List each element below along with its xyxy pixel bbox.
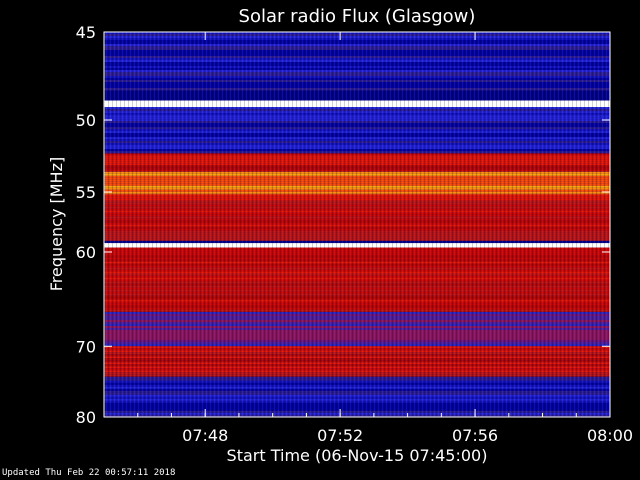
y-tick-label: 50 xyxy=(76,111,96,130)
chart-title: Solar radio Flux (Glasgow) xyxy=(239,6,476,27)
x-tick-label: 07:56 xyxy=(452,426,498,445)
y-tick-label: 45 xyxy=(76,23,96,42)
x-tick-label: 07:52 xyxy=(317,426,363,445)
y-tick-label: 55 xyxy=(76,183,96,202)
y-tick-label: 70 xyxy=(76,337,96,356)
x-axis: 07:48 07:52 07:56 08:00 xyxy=(103,32,633,445)
plot-frame xyxy=(103,31,611,418)
x-tick-label: 07:48 xyxy=(182,426,228,445)
y-tick-label: 60 xyxy=(76,243,96,262)
y-axis-label: Frequency [MHz] xyxy=(47,157,66,291)
noise-overlay xyxy=(104,32,610,417)
plot-area xyxy=(104,32,610,417)
y-tick-label: 80 xyxy=(76,408,96,427)
update-timestamp: Updated Thu Feb 22 00:57:11 2018 xyxy=(2,468,176,478)
y-axis: 45 50 55 60 70 80 xyxy=(76,23,610,427)
x-axis-label: Start Time (06-Nov-15 07:45:00) xyxy=(227,446,488,465)
x-tick-label: 08:00 xyxy=(587,426,633,445)
